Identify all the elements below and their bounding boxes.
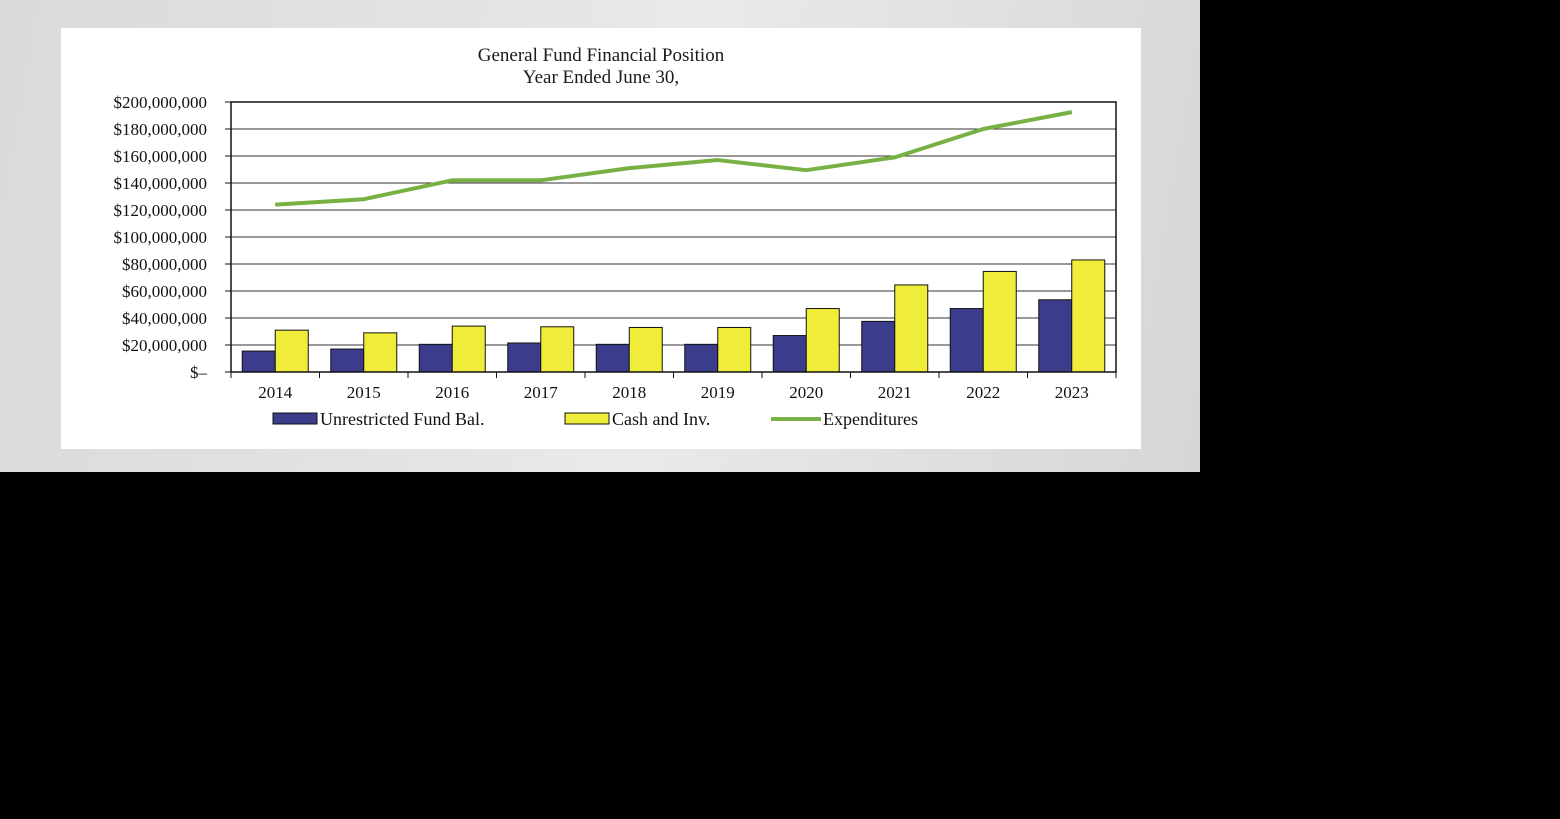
bar	[684, 343, 719, 373]
x-tick-label: 2022	[966, 383, 1000, 402]
y-axis-ticks: $– $20,000,000 $40,000,000 $60,000,000 $80,0…	[114, 93, 231, 382]
line-point	[451, 179, 453, 181]
series-line	[275, 110, 1073, 207]
bars	[241, 259, 1106, 373]
bar	[717, 326, 752, 373]
bar	[1071, 259, 1106, 373]
bar	[418, 343, 453, 373]
bar	[274, 329, 309, 373]
chart-subtitle: Year Ended June 30,	[523, 67, 679, 88]
y-tick-label: $200,000,000	[114, 93, 208, 112]
line-point	[274, 204, 276, 206]
x-tick-label: 2021	[878, 383, 912, 402]
y-tick-label: $20,000,000	[122, 336, 207, 355]
bar	[982, 270, 1017, 373]
y-tick-label: $180,000,000	[114, 120, 208, 139]
chart-title: General Fund Financial Position	[478, 45, 725, 66]
bar	[949, 308, 984, 373]
y-tick-label: $160,000,000	[114, 147, 208, 166]
x-tick-label: 2020	[789, 383, 823, 402]
x-tick-label: 2016	[435, 383, 469, 402]
line-point	[717, 159, 719, 161]
y-tick-label: $80,000,000	[122, 255, 207, 274]
y-tick-label: $40,000,000	[122, 309, 207, 328]
legend-label: Expenditures	[823, 409, 918, 429]
bar	[628, 326, 663, 373]
x-tick-label: 2017	[524, 383, 559, 402]
line-point	[363, 198, 365, 200]
bar	[540, 326, 575, 373]
x-axis-ticks: 2014 2015 2016 2017 2018 2019 2020 2021 2022 2023	[230, 372, 1117, 402]
line-point	[1071, 111, 1073, 113]
x-tick-label: 2023	[1055, 383, 1089, 402]
chart: General Fund Financial Position Year End…	[114, 45, 1117, 429]
y-tick-label: $60,000,000	[122, 282, 207, 301]
line-point	[628, 167, 630, 169]
chart-card: General Fund Financial Position Year End…	[61, 28, 1141, 449]
x-tick-label: 2014	[258, 383, 293, 402]
bar	[451, 325, 486, 373]
legend-swatch	[564, 412, 610, 425]
bar	[772, 335, 807, 373]
line-point	[540, 179, 542, 181]
legend-swatch	[272, 412, 318, 425]
bar	[241, 350, 276, 373]
x-tick-label: 2015	[347, 383, 381, 402]
line-point	[982, 128, 984, 130]
bar	[805, 308, 840, 373]
legend: Unrestricted Fund Bal. Cash and Inv. Expen…	[272, 409, 918, 429]
legend-label: Cash and Inv.	[612, 409, 710, 429]
bar	[894, 284, 929, 373]
x-tick-label: 2018	[612, 383, 646, 402]
bar	[861, 320, 896, 373]
bar	[507, 342, 542, 373]
bar	[330, 348, 365, 373]
legend-label: Unrestricted Fund Bal.	[320, 409, 484, 429]
bar	[595, 343, 630, 373]
y-tick-label: $120,000,000	[114, 201, 208, 220]
expenditures-line	[274, 110, 1073, 207]
line-point	[805, 169, 807, 171]
y-tick-label: $100,000,000	[114, 228, 208, 247]
line-point	[894, 156, 896, 158]
y-tick-label: $–	[190, 363, 208, 382]
y-tick-label: $140,000,000	[114, 174, 208, 193]
x-tick-label: 2019	[701, 383, 735, 402]
bar	[363, 332, 398, 373]
bar	[1038, 299, 1073, 373]
